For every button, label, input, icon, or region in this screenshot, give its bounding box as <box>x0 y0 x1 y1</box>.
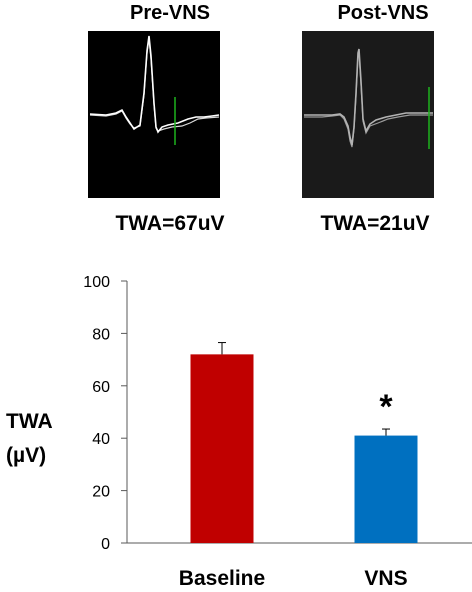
ecg-title-post: Post-VNS <box>337 2 429 24</box>
x-tick-label-baseline: Baseline <box>179 567 265 590</box>
category-labels: Baseline VNS <box>179 567 408 590</box>
bar-vns <box>354 435 418 543</box>
y-tick-label: 0 <box>101 536 110 553</box>
ecg-panel-pre <box>88 31 220 198</box>
ecg-panel-post <box>302 31 434 198</box>
bar-baseline <box>190 354 254 543</box>
y-tick-label: 60 <box>92 379 110 396</box>
ecg-trace-pre-b <box>89 38 220 132</box>
y-axis-label-line1: TWA <box>6 410 53 433</box>
ecg-title-pre: Pre-VNS <box>129 2 211 24</box>
twa-value-post: TWA=21uV <box>320 212 430 235</box>
y-axis-label-line2: (µV) <box>6 444 47 467</box>
significance-asterisk: * <box>379 388 393 426</box>
ecg-trace-post-b <box>304 52 433 148</box>
y-tick-label: 20 <box>92 484 110 501</box>
bars: * <box>190 342 418 543</box>
y-axis: 0 20 40 60 80 100 <box>83 274 472 553</box>
twa-value-pre: TWA=67uV <box>115 212 225 235</box>
y-tick-label: 80 <box>92 326 110 343</box>
x-tick-label-vns: VNS <box>364 567 407 590</box>
ecg-trace-post-a <box>304 48 433 146</box>
y-tick-label: 100 <box>83 274 110 291</box>
y-tick-label: 40 <box>92 431 110 448</box>
